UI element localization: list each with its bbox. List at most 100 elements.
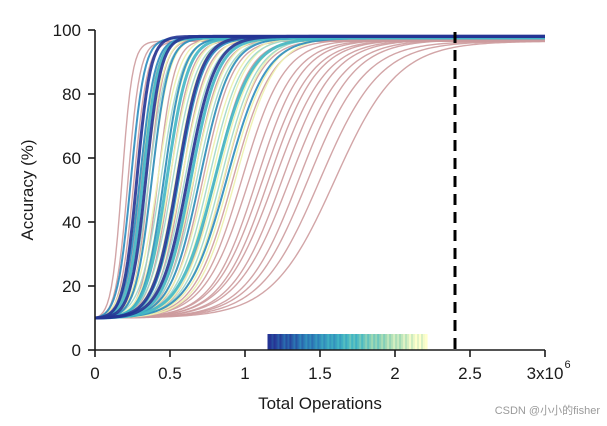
series-group-4 [94, 36, 545, 320]
strip-bar-18 [303, 334, 306, 350]
strip-bar-14 [295, 334, 298, 350]
strip-bar-69 [405, 334, 408, 350]
strip-bar-4 [275, 334, 279, 350]
strip-bar-72 [411, 334, 414, 350]
strip-bar-67 [401, 334, 404, 350]
strip-bar-21 [309, 334, 312, 350]
strip-bar-65 [397, 334, 400, 350]
strip-bar-44 [355, 334, 358, 350]
strip-bar-12 [291, 334, 294, 350]
series-group-5 [94, 34, 545, 320]
strip-bar-0 [267, 334, 271, 350]
strip-bar-49 [365, 334, 368, 350]
strip-bar-41 [349, 334, 352, 350]
strip-bar-60 [387, 334, 390, 350]
strip-bar-68 [403, 334, 406, 350]
strip-bar-53 [373, 334, 376, 350]
strip-bar-55 [377, 334, 380, 350]
strip-bar-28 [323, 334, 326, 350]
x-tick-label: 2 [390, 364, 399, 383]
strip-bar-79 [425, 334, 428, 350]
strip-bar-22 [311, 334, 314, 350]
y-tick-label: 40 [62, 213, 81, 232]
strip-bar-46 [359, 334, 362, 350]
y-axis-title: Accuracy (%) [18, 139, 37, 240]
strip-bar-33 [333, 334, 336, 350]
strip-bar-54 [375, 334, 378, 350]
strip-bar-50 [367, 334, 370, 350]
curve-4-3 [94, 36, 545, 320]
strip-bar-9 [285, 334, 289, 350]
strip-bar-19 [305, 334, 308, 350]
curve-0-24 [94, 40, 546, 319]
strip-bar-13 [293, 334, 296, 350]
strip-bar-58 [383, 334, 386, 350]
x-axis-title: Total Operations [258, 394, 382, 413]
strip-bar-31 [329, 334, 332, 350]
strip-bar-77 [421, 334, 424, 350]
strip-bar-23 [313, 334, 316, 350]
strip-bar-26 [319, 334, 322, 350]
strip-bar-52 [371, 334, 374, 350]
strip-bar-32 [331, 334, 334, 350]
strip-bar-62 [391, 334, 394, 350]
strip-bar-42 [351, 334, 354, 350]
watermark: CSDN @小小的fisher [495, 403, 601, 417]
strip-bar-20 [307, 334, 310, 350]
strip-bar-59 [385, 334, 388, 350]
strip-bar-8 [283, 334, 287, 350]
y-tick-label: 0 [72, 341, 81, 360]
strip-bar-43 [353, 334, 356, 350]
strip-bar-51 [369, 334, 372, 350]
strip-bar-30 [327, 334, 330, 350]
x-tick-label: 1.5 [308, 364, 332, 383]
strip-bar-10 [287, 334, 291, 350]
y-tick-label: 60 [62, 149, 81, 168]
strip-bar-64 [395, 334, 398, 350]
strip-bar-70 [407, 334, 410, 350]
strip-bar-38 [343, 334, 346, 350]
x-tick-label: 1 [240, 364, 249, 383]
y-tick-label: 100 [53, 21, 81, 40]
strip-bar-63 [393, 334, 396, 350]
strip-bar-71 [409, 334, 412, 350]
strip-bar-56 [379, 334, 382, 350]
strip-bar-45 [357, 334, 360, 350]
strip-bar-3 [273, 334, 277, 350]
strip-bar-24 [315, 334, 318, 350]
color-strip [267, 334, 428, 350]
curve-0-23 [94, 40, 546, 319]
strip-bar-73 [413, 334, 416, 350]
x-axis-exponent: 6 [564, 359, 570, 371]
strip-bar-47 [361, 334, 364, 350]
x-tick-label: 2.5 [458, 364, 482, 383]
strip-bar-61 [389, 334, 392, 350]
strip-bar-39 [345, 334, 348, 350]
x-tick-label: 0 [90, 364, 99, 383]
strip-bar-27 [321, 334, 324, 350]
strip-bar-78 [423, 334, 426, 350]
strip-bar-74 [415, 334, 418, 350]
strip-bar-57 [381, 334, 384, 350]
strip-bar-17 [301, 334, 304, 350]
strip-bar-1 [269, 334, 273, 350]
curve-5-3 [94, 34, 545, 320]
strip-bar-25 [317, 334, 320, 350]
strip-bar-76 [419, 334, 422, 350]
y-ticks: 0 20 40 60 80 100 [53, 21, 95, 360]
strip-bar-15 [297, 334, 300, 350]
strip-bar-11 [289, 334, 292, 350]
strip-bar-75 [417, 334, 420, 350]
strip-bar-35 [337, 334, 340, 350]
x-ticks: 0 0.5 1 1.5 2 2.5 3x10 [90, 350, 563, 383]
strip-bar-34 [335, 334, 338, 350]
y-tick-label: 80 [62, 85, 81, 104]
strip-bar-29 [325, 334, 328, 350]
strip-bar-66 [399, 334, 402, 350]
strip-bar-37 [341, 334, 344, 350]
strip-bar-40 [347, 334, 350, 350]
x-tick-label: 3x10 [527, 364, 564, 383]
curves-layer [94, 34, 546, 320]
